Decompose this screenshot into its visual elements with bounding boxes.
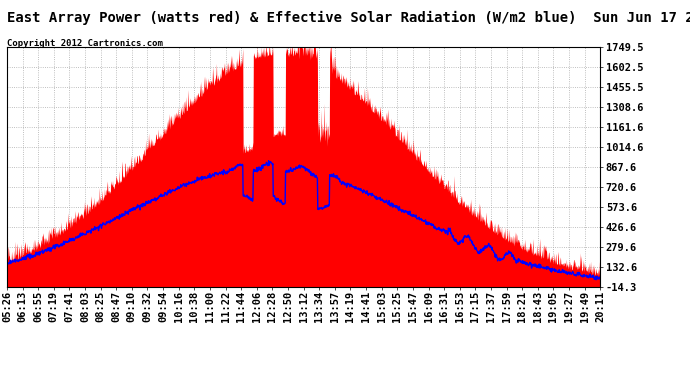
Text: Copyright 2012 Cartronics.com: Copyright 2012 Cartronics.com xyxy=(7,39,163,48)
Text: East Array Power (watts red) & Effective Solar Radiation (W/m2 blue)  Sun Jun 17: East Array Power (watts red) & Effective… xyxy=(7,11,690,26)
